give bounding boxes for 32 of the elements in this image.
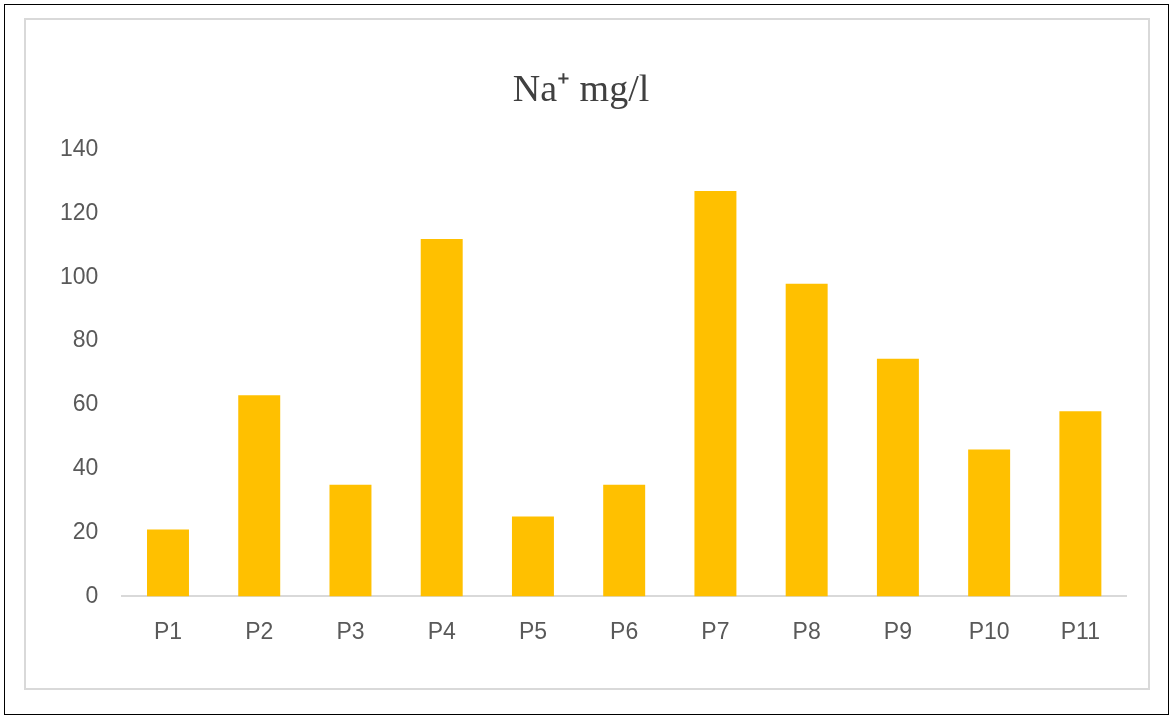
bar [603, 484, 646, 597]
bar [694, 191, 737, 597]
bar [968, 449, 1011, 597]
y-tick-label: 60 [72, 390, 99, 417]
x-tick-label: P1 [153, 617, 183, 644]
bar [420, 238, 463, 597]
chart-frame: Na⁺ mg/l P1 P2 P3 P4 P5 P6 P7 P8 P9 P10 P11 0 20 40 60 80 100 120 140 [24, 18, 1150, 690]
bar [1059, 411, 1102, 597]
x-tick-label: P3 [336, 617, 365, 644]
bar [147, 529, 189, 597]
x-tick-label: P8 [792, 617, 821, 644]
x-tick-label: P4 [427, 617, 456, 644]
y-tick-label: 0 [85, 581, 99, 608]
bar [511, 516, 554, 597]
x-tick-label: P10 [968, 617, 1010, 644]
bar [876, 358, 919, 597]
y-tick-label: 120 [60, 198, 99, 225]
y-tick-label: 100 [60, 262, 99, 289]
y-tick-label: 20 [72, 517, 99, 544]
bar [238, 395, 281, 597]
bar [785, 283, 828, 597]
y-tick-label: 40 [72, 454, 99, 481]
x-tick-label: P6 [610, 617, 639, 644]
x-tick-label: P11 [1060, 617, 1100, 644]
x-tick-label: P5 [518, 617, 548, 644]
x-tick-label: P2 [245, 617, 274, 644]
x-tick-label: P7 [701, 617, 730, 644]
x-tick-label: P9 [883, 617, 912, 644]
y-tick-label: 140 [60, 134, 99, 161]
bar [329, 484, 372, 597]
chart-title: Na⁺ mg/l [512, 66, 650, 109]
y-tick-label: 80 [72, 326, 99, 353]
